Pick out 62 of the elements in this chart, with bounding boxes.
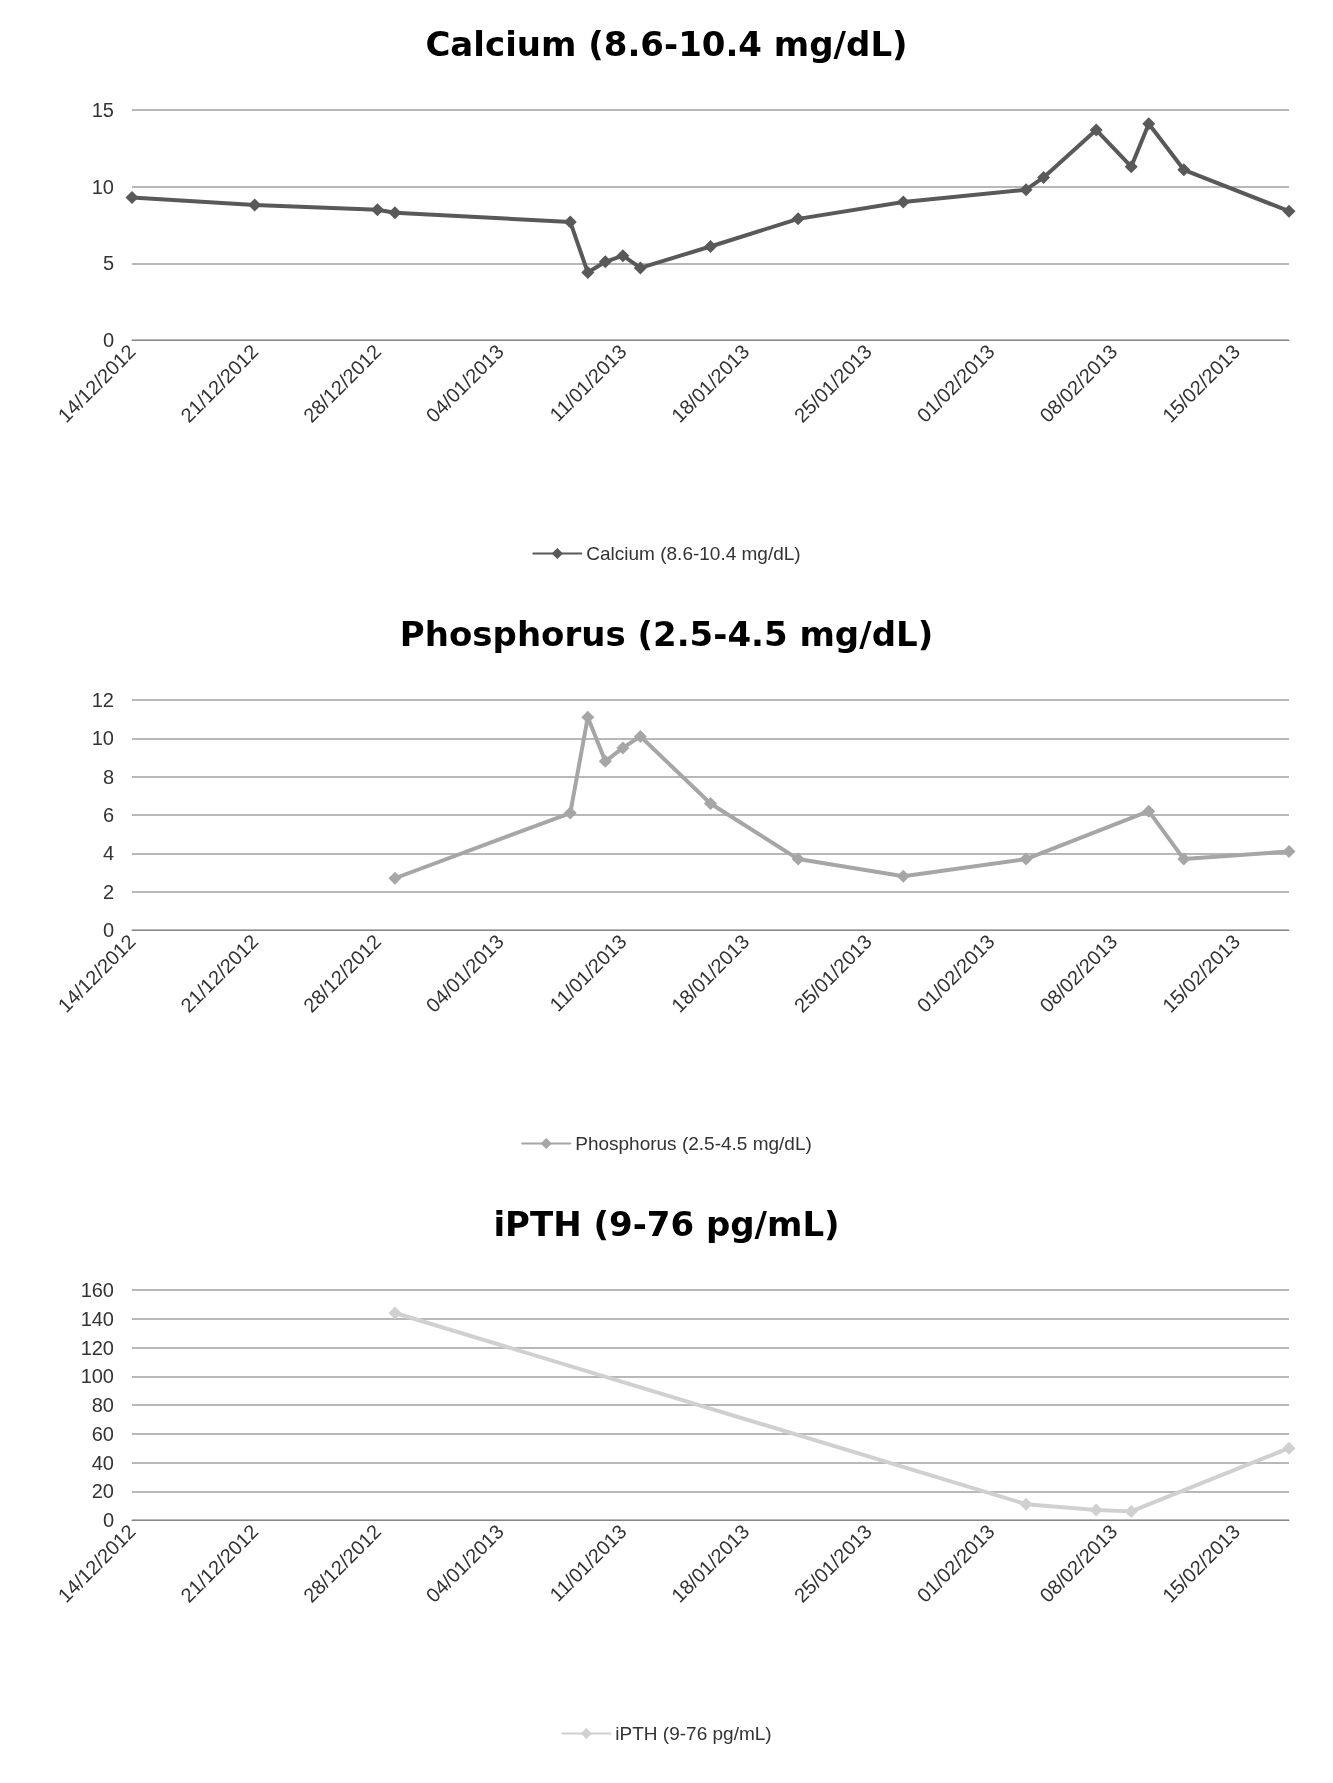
point <box>896 195 910 209</box>
point <box>1089 1503 1103 1517</box>
point <box>1037 170 1051 184</box>
point <box>598 255 612 269</box>
point <box>633 729 647 743</box>
y-tick-label: 8 <box>102 765 114 788</box>
y-tick-label: 6 <box>102 804 114 826</box>
y-tick-label: 0 <box>102 1509 114 1531</box>
y-tick-label: 4 <box>102 842 114 865</box>
point <box>388 1306 402 1320</box>
y-tick-label: 15 <box>91 99 114 121</box>
point <box>1142 804 1156 818</box>
point <box>1177 163 1191 177</box>
y-tick-label: 12 <box>91 689 114 711</box>
chart-title: iPTH (9-76 pg/mL) <box>493 1204 840 1244</box>
point <box>791 212 805 226</box>
point <box>616 741 630 755</box>
point <box>704 239 717 253</box>
point <box>791 852 805 866</box>
point <box>563 806 577 820</box>
point <box>1282 844 1296 858</box>
point <box>1282 1441 1296 1455</box>
point <box>616 249 630 263</box>
chart-title: Phosphorus (2.5-4.5 mg/dL) <box>399 614 934 654</box>
y-tick-label: 20 <box>91 1480 114 1503</box>
y-tick-label: 10 <box>91 175 114 198</box>
point <box>1282 204 1296 218</box>
point <box>1019 1497 1033 1511</box>
point <box>704 797 717 810</box>
y-tick-label: 5 <box>102 252 114 275</box>
point <box>581 266 595 280</box>
y-tick-label: 160 <box>80 1279 114 1301</box>
point <box>563 215 577 229</box>
legend-label: iPTH (9-76 pg/mL) <box>615 1723 772 1744</box>
point <box>1142 117 1156 131</box>
point <box>1124 160 1138 174</box>
legend-label: Calcium (8.6-10.4 mg/dL) <box>586 543 801 564</box>
y-tick-label: 40 <box>91 1451 114 1474</box>
point <box>1019 183 1033 197</box>
point <box>1019 852 1033 866</box>
point <box>896 869 910 883</box>
point <box>633 261 647 275</box>
point <box>370 203 384 217</box>
point <box>125 190 139 204</box>
chart-title: Calcium (8.6-10.4 mg/dL) <box>425 24 908 64</box>
y-tick-label: 0 <box>102 329 114 351</box>
point <box>1177 852 1191 866</box>
point <box>1089 123 1103 137</box>
point <box>1124 1504 1138 1518</box>
point <box>388 206 402 220</box>
y-tick-label: 60 <box>91 1422 114 1445</box>
y-tick-label: 100 <box>80 1365 114 1388</box>
legend-label: Phosphorus (2.5-4.5 mg/dL) <box>575 1133 812 1154</box>
y-tick-label: 0 <box>102 919 114 941</box>
point <box>598 754 612 768</box>
y-tick-label: 140 <box>80 1307 114 1330</box>
y-tick-label: 10 <box>91 727 114 750</box>
y-tick-label: 80 <box>91 1394 114 1416</box>
point <box>388 871 402 885</box>
point <box>248 198 262 212</box>
y-tick-label: 2 <box>102 880 114 903</box>
y-tick-label: 120 <box>80 1336 114 1359</box>
